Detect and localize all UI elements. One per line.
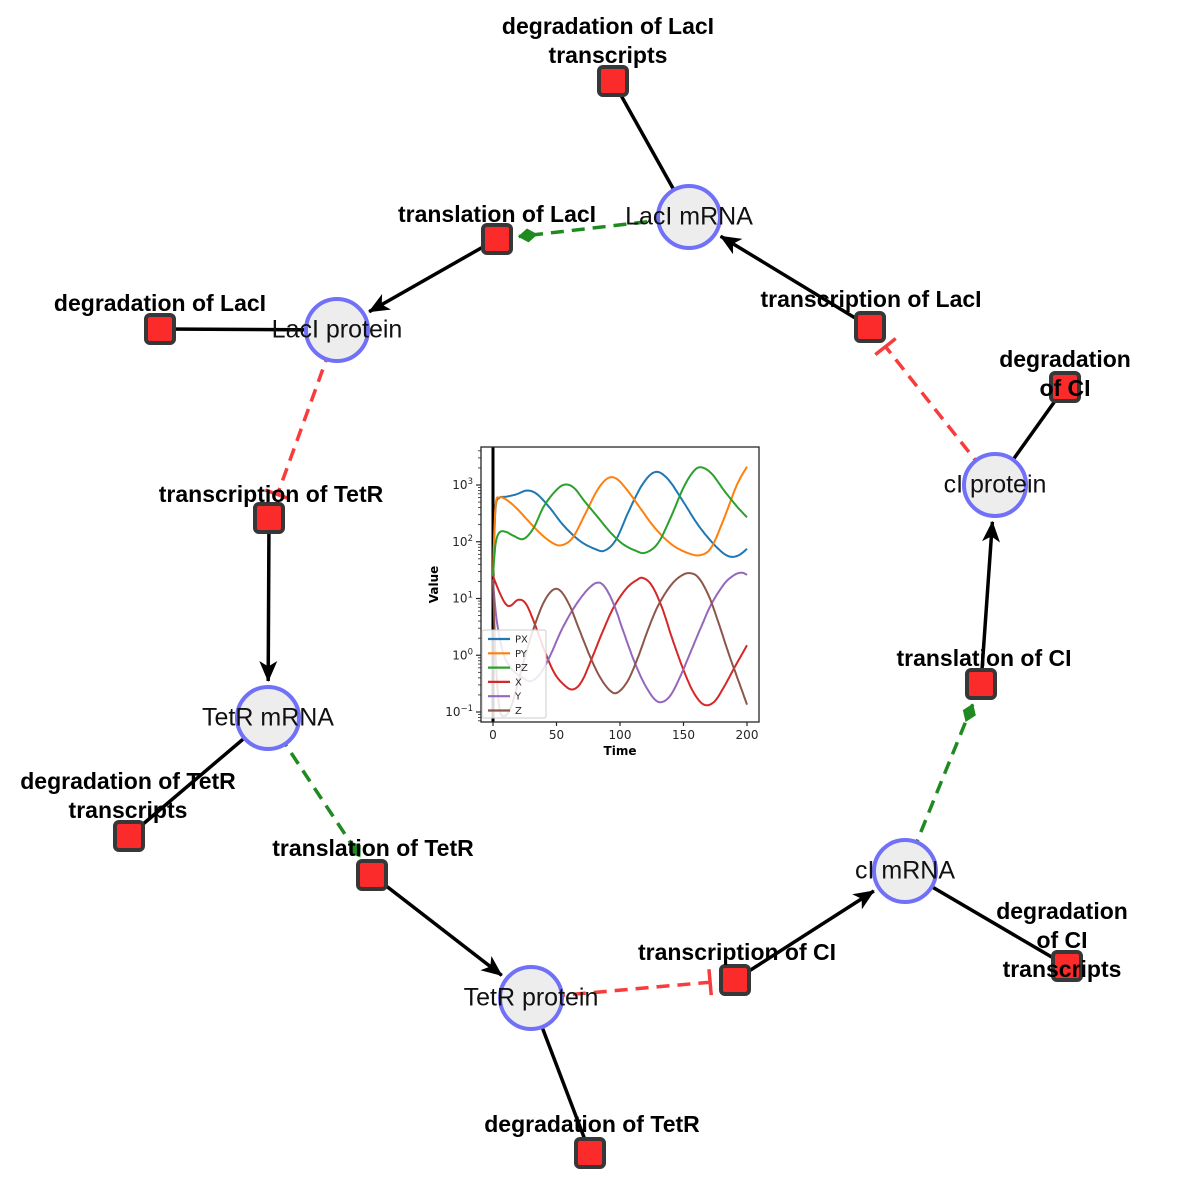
edge-plain-ci_mrna-deg_ci_tx [904,869,1068,968]
series-PY [492,466,748,576]
y-axis-label: Value [427,566,441,604]
edge-plain-deg_laci_tx-laci_mrna [611,80,691,218]
legend-label-PX: PX [515,635,528,646]
svg-text:0: 0 [489,728,497,742]
series-PX [492,470,748,576]
edge-activation-ci_mrna-transl_ci [903,703,976,872]
edge-plain-tetr_protein-deg_tetr [529,997,592,1154]
inhibition-tbar-laci_protein-transc_tetr [264,488,291,501]
edge-inhibition-ci_protein-transc_laci [884,345,997,487]
edge-arrow-transc_tetr-tetr_mrna [259,517,278,683]
svg-text:200: 200 [736,728,759,742]
x-axis: 0 50 100 150 200 Time [489,722,758,758]
svg-text:103: 103 [452,477,473,492]
edge-activation-tetr_mrna-transl_tetr [266,717,362,858]
y-axis: 10−1 100 101 102 103 Value [427,450,481,722]
chart-legend: PX PY PZ XYZ [481,629,547,719]
legend-label-X: X [515,677,522,688]
edge-arrow-transc_laci-laci_mrna [719,234,871,329]
edge-arrow-transl_tetr-tetr_protein [370,873,503,977]
svg-text:101: 101 [452,591,473,606]
svg-text:10−1: 10−1 [445,704,473,719]
svg-text:100: 100 [452,647,473,662]
edge-activation-laci_mrna-transl_laci [517,215,690,243]
inhibition-tbar-ci_protein-transc_laci [874,337,897,357]
legend-label-Z: Z [515,706,522,717]
svg-text:100: 100 [609,728,632,742]
svg-text:50: 50 [549,728,564,742]
edge-plain-ci_protein-deg_ci [993,385,1067,487]
edge-plain-tetr_mrna-deg_tetr_tx [127,716,270,838]
series-PZ [492,466,748,576]
legend-label-PY: PY [515,649,528,660]
inhibition-tbar-tetr_protein-transc_ci [707,969,713,996]
x-axis-label: Time [604,744,637,758]
edge-arrow-transl_ci-ci_protein [979,520,1000,685]
svg-text:150: 150 [672,728,695,742]
edge-inhibition-tetr_protein-transc_ci [530,980,711,1000]
svg-text:102: 102 [452,534,473,549]
legend-label-PZ: PZ [515,663,528,674]
series-X [492,575,748,707]
edge-arrow-transl_laci-laci_protein [368,237,498,314]
inset-chart-panel: 0 50 100 150 200 Time 10−1 100 101 102 103 Value PX P… [418,430,774,771]
edge-arrow-transc_ci-ci_mrna [734,889,875,982]
edge-inhibition-laci_protein-transc_tetr [275,329,339,496]
edge-plain-laci_protein-deg_laci [159,327,338,332]
inset-chart: 0 50 100 150 200Time10−1100101102103ValuePXP… [418,430,774,766]
legend-label-Y: Y [514,692,522,703]
